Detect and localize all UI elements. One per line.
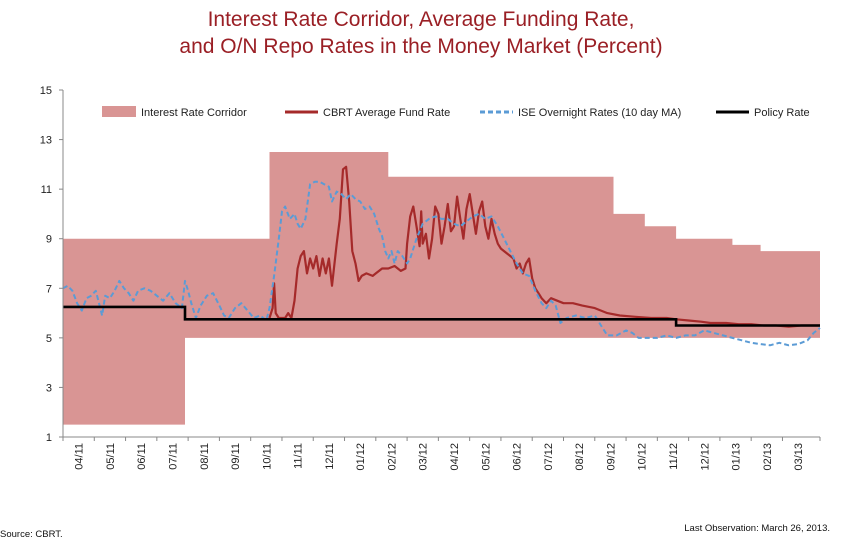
series-lines-layer [62,165,821,347]
y-tick-label: 7 [46,283,52,295]
y-tick-label: 11 [41,184,52,196]
legend: Interest Rate Corridor CBRT Average Fund … [102,106,810,119]
x-tick-label: 04/12 [449,443,461,471]
x-tick-label: 05/12 [480,443,492,471]
x-tick-label: 01/12 [355,443,367,471]
x-tick-label: 12/11 [324,443,336,470]
x-tick-label: 09/11 [230,443,242,470]
x-tick-label: 07/11 [168,443,180,470]
x-tick-label: 02/13 [762,443,774,471]
chart-title: Interest Rate Corridor, Average Funding … [0,6,842,60]
y-tick-label: 1 [46,432,52,444]
y-tick-label: 13 [40,135,52,147]
y-tick-label: 3 [46,382,52,394]
x-tick-label: 03/12 [418,443,430,471]
x-tick-label: 06/12 [512,443,524,471]
x-tick-label: 03/13 [793,443,805,471]
x-tick-label: 07/12 [543,443,555,471]
x-tick-label: 12/12 [699,443,711,471]
legend-label-ise: ISE Overnight Rates (10 day MA) [518,107,681,119]
x-tick-label: 06/11 [136,443,148,470]
legend-label-fund: CBRT Average Fund Rate [323,107,450,119]
last-observation-note: Last Observation: March 26, 2013. [684,523,830,534]
series-line-policy-rate [63,305,820,327]
y-tick-label: 9 [46,234,52,246]
series-line-ise-overnight [62,180,821,347]
chart-title-line-1: Interest Rate Corridor, Average Funding … [207,8,635,31]
y-tick-label: 15 [40,85,52,97]
x-tick-label: 08/11 [199,443,211,470]
legend-swatch-corridor [102,106,136,117]
corridor-area [63,152,820,425]
x-tick-label: 10/12 [637,443,649,471]
x-tick-label: 09/12 [605,443,617,471]
x-tick-label: 10/11 [261,443,273,470]
x-tick-label: 11/12 [668,443,680,470]
x-tick-label: 08/12 [574,443,586,471]
x-tick-label: 05/11 [105,443,117,470]
x-tick-label: 01/13 [731,443,743,471]
legend-label-corridor: Interest Rate Corridor [141,107,247,119]
legend-label-policy: Policy Rate [754,107,810,119]
source-note: Source: CBRT. [0,529,63,540]
corridor-area-layer [63,152,820,425]
x-tick-label: 02/12 [387,443,399,471]
x-tick-label: 11/11 [293,443,305,469]
series-line-cbrt-fund-rate [268,165,820,328]
x-tick-label: 04/11 [74,443,86,470]
y-tick-label: 5 [46,333,52,345]
chart-title-line-2: and O/N Repo Rates in the Money Market (… [179,35,663,58]
